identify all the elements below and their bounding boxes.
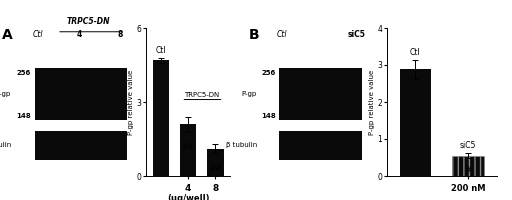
- Text: ##: ##: [209, 164, 222, 173]
- Text: A: A: [2, 28, 13, 42]
- Text: B: B: [249, 28, 260, 42]
- Text: Ctl: Ctl: [156, 46, 166, 55]
- Bar: [34, 68, 127, 120]
- Bar: [279, 131, 362, 160]
- Text: 4: 4: [76, 30, 81, 39]
- Text: Ctl: Ctl: [33, 30, 43, 39]
- Text: P-gp: P-gp: [0, 91, 11, 97]
- Text: TRPC5-DN: TRPC5-DN: [67, 17, 110, 26]
- Text: Ctl: Ctl: [276, 30, 287, 39]
- Text: 148: 148: [261, 113, 275, 119]
- Text: 256: 256: [17, 70, 31, 76]
- Text: ##: ##: [182, 143, 195, 152]
- Text: TRPC5-DN: TRPC5-DN: [184, 92, 220, 98]
- Text: β tubulin: β tubulin: [226, 142, 257, 148]
- Text: P-gp: P-gp: [242, 91, 257, 97]
- Y-axis label: P-gp relative value: P-gp relative value: [128, 69, 134, 135]
- Bar: [34, 131, 127, 160]
- Bar: [207, 149, 224, 176]
- Text: 148: 148: [16, 113, 31, 119]
- Text: siC5: siC5: [348, 30, 365, 39]
- X-axis label: (μg/well): (μg/well): [167, 194, 209, 200]
- Bar: [400, 69, 431, 176]
- Bar: [180, 124, 196, 176]
- Y-axis label: P-gp relative value: P-gp relative value: [369, 69, 375, 135]
- Text: Ctl: Ctl: [410, 48, 421, 57]
- Text: β tubulin: β tubulin: [0, 142, 11, 148]
- Text: #: #: [464, 166, 472, 175]
- Bar: [153, 60, 169, 176]
- Bar: [279, 68, 362, 120]
- Bar: [452, 156, 483, 176]
- Text: siC5: siC5: [460, 141, 476, 150]
- Text: 256: 256: [261, 70, 275, 76]
- Text: 8: 8: [117, 30, 123, 39]
